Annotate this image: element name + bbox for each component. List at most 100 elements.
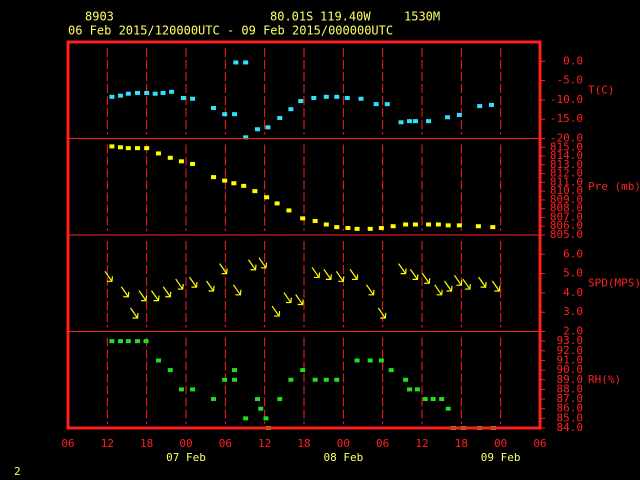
x-tick-label: 12 <box>101 437 114 450</box>
y-tick-label: 86.0 <box>557 402 584 415</box>
x-tick-label: 06 <box>376 437 389 450</box>
data-point <box>445 115 451 120</box>
data-point <box>117 93 123 98</box>
y-tick-label: 2.0 <box>563 325 583 338</box>
data-point <box>144 90 150 95</box>
data-point <box>334 225 340 230</box>
y-tick-label: 810.0 <box>550 184 583 197</box>
data-point <box>232 368 238 373</box>
wind-arrow <box>283 292 292 304</box>
data-point <box>243 416 249 421</box>
data-point <box>345 225 351 230</box>
y-tick-label: 807.0 <box>550 210 583 223</box>
y-tick-label: 809.0 <box>550 193 583 206</box>
y-axis-label: RH(%) <box>588 373 621 386</box>
data-point <box>167 368 173 373</box>
x-tick-label: 12 <box>258 437 271 450</box>
wind-arrow <box>462 278 471 290</box>
frame <box>66 40 542 430</box>
station-id: 8903 <box>85 10 114 24</box>
data-point <box>144 146 150 151</box>
y-axis-label: Pre (mb) <box>588 180 640 193</box>
wind-arrow <box>247 259 257 271</box>
wind-arrow <box>175 278 184 290</box>
data-point <box>312 218 318 223</box>
data-point <box>117 339 123 344</box>
data-point <box>439 397 445 402</box>
data-point <box>288 377 294 382</box>
y-tick-label: 814.0 <box>550 149 583 162</box>
data-point <box>232 112 238 117</box>
data-point <box>222 112 228 117</box>
data-point <box>277 397 283 402</box>
wind-arrow <box>258 257 268 269</box>
wind-arrow <box>478 276 487 288</box>
data-point <box>190 96 196 101</box>
day-label: 07 Feb <box>166 451 206 464</box>
data-point <box>178 159 184 164</box>
data-point <box>160 90 166 95</box>
wind-arrow <box>311 267 321 279</box>
data-point <box>231 181 237 186</box>
latitude: 80.01S <box>270 10 313 24</box>
data-point <box>143 339 149 344</box>
wind-arrow <box>491 280 501 292</box>
data-point <box>456 112 462 117</box>
data-point <box>211 175 217 180</box>
y-tick-label: -15.0 <box>550 112 583 125</box>
y-tick-label: -5.0 <box>557 74 584 87</box>
y-tick-label: 87.0 <box>557 392 584 405</box>
x-tick-label: 18 <box>297 437 310 450</box>
y-tick-label: 91.0 <box>557 353 584 366</box>
data-point <box>414 387 420 392</box>
y-tick-label: 4.0 <box>563 286 583 299</box>
data-point <box>254 127 260 132</box>
data-point <box>378 358 384 363</box>
y-tick-label: 805.0 <box>550 228 583 241</box>
data-point <box>265 125 271 130</box>
wind-arrow <box>421 272 431 284</box>
wind-arrow <box>398 263 407 275</box>
data-point <box>190 387 196 392</box>
y-tick-label: 811.0 <box>550 175 583 188</box>
wind-arrow <box>377 307 387 319</box>
data-point <box>477 104 483 109</box>
data-point <box>222 377 228 382</box>
y-tick-label: 85.0 <box>557 411 584 424</box>
wind-arrow <box>409 269 419 280</box>
wind-arrow <box>104 270 114 282</box>
data-point <box>403 377 409 382</box>
footer: 2 <box>14 465 21 478</box>
elevation: 1530M <box>404 10 440 24</box>
data-point <box>241 183 247 188</box>
data-point <box>211 106 217 111</box>
day-label: 09 Feb <box>481 451 521 464</box>
data-point <box>311 95 317 100</box>
y-tick-label: 88.0 <box>557 382 584 395</box>
data-point <box>390 224 396 229</box>
x-tick-label: 12 <box>415 437 428 450</box>
data-point <box>180 95 186 100</box>
data-point <box>445 223 451 228</box>
wind-arrow <box>129 307 139 319</box>
wind-arrow <box>162 286 172 298</box>
data-point <box>152 91 158 96</box>
y-tick-label: 813.0 <box>550 158 583 171</box>
data-point <box>222 178 228 183</box>
x-tick-label: 18 <box>455 437 468 450</box>
wind-arrow <box>232 284 242 296</box>
y-tick-label: 92.0 <box>557 344 584 357</box>
data-point <box>109 94 115 99</box>
y-tick-label: -20.0 <box>550 132 583 145</box>
data-point <box>373 102 379 107</box>
data-point <box>445 406 451 411</box>
data-point <box>211 397 217 402</box>
y-tick-label: -10.0 <box>550 93 583 106</box>
x-tick-label: 06 <box>61 437 74 450</box>
data-point <box>398 120 404 125</box>
data-point <box>277 116 283 121</box>
longitude: 119.40W <box>320 10 371 24</box>
data-point <box>323 222 329 227</box>
y-tick-label: 89.0 <box>557 373 584 386</box>
